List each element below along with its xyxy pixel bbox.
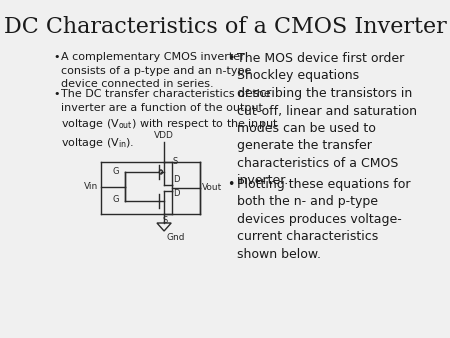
Text: DC Characteristics of a CMOS Inverter: DC Characteristics of a CMOS Inverter [4,16,446,38]
Text: The MOS device first order
Shockley equations
describing the transistors in
cut-: The MOS device first order Shockley equa… [237,52,417,188]
Text: Vout: Vout [202,184,222,193]
Text: •: • [54,52,60,62]
Text: D: D [173,175,179,185]
Text: •: • [227,52,235,65]
Text: Gnd: Gnd [166,233,185,242]
Text: S: S [173,156,178,166]
Text: G: G [112,195,119,204]
Text: G: G [112,167,119,175]
Text: Vin: Vin [84,182,99,191]
Text: D: D [173,190,179,198]
Text: S: S [162,216,167,225]
Text: •: • [227,178,235,191]
Text: A complementary CMOS inverter
consists of a p-type and an n-type
device connecte: A complementary CMOS inverter consists o… [61,52,252,89]
Text: Plotting these equations for
both the n- and p-type
devices produces voltage-
cu: Plotting these equations for both the n-… [237,178,410,261]
Text: VDD: VDD [154,131,174,140]
Text: The DC transfer characteristics of the
inverter are a function of the output
vol: The DC transfer characteristics of the i… [61,89,279,150]
Text: •: • [54,89,60,99]
